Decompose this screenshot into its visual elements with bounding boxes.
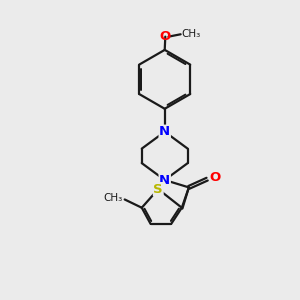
Text: S: S bbox=[153, 183, 163, 196]
Text: O: O bbox=[209, 171, 221, 184]
Text: CH₃: CH₃ bbox=[181, 29, 200, 39]
Text: CH₃: CH₃ bbox=[104, 193, 123, 203]
Text: N: N bbox=[159, 173, 170, 187]
Text: N: N bbox=[159, 125, 170, 138]
Text: O: O bbox=[160, 30, 171, 43]
